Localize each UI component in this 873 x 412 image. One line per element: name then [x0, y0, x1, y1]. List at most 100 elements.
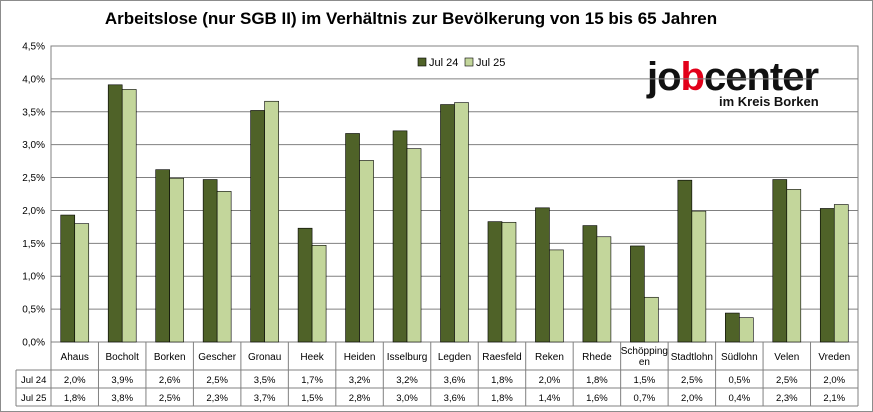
bar-jul-25: [644, 296, 659, 343]
bar-jul-25: [406, 148, 422, 343]
table-value: 3,7%: [254, 393, 276, 404]
category-label: Legden: [438, 352, 471, 363]
category-label: Isselburg: [387, 352, 428, 363]
y-tick-label: 2,5%: [22, 173, 45, 184]
category-label: Raesfeld: [482, 352, 521, 363]
table-value: 2,3%: [776, 393, 798, 404]
table-value: 2,8%: [349, 393, 371, 404]
y-tick-label: 4,0%: [22, 74, 45, 85]
bar-jul-24: [297, 227, 313, 343]
category-label: Stadtlohn: [671, 352, 713, 363]
table-value: 1,6%: [586, 393, 608, 404]
table-value: 2,0%: [64, 375, 86, 386]
table-value: 1,8%: [586, 375, 608, 386]
bar-jul-25: [216, 191, 232, 343]
table-value: 2,5%: [206, 375, 228, 386]
logo-wordmark: jobcenter: [647, 55, 819, 99]
y-tick-label: 1,0%: [22, 272, 45, 283]
category-label: Vreden: [818, 352, 850, 363]
category-label: Heek: [300, 352, 324, 363]
chart-title: Arbeitslose (nur SGB II) im Verhältnis z…: [104, 9, 718, 28]
y-tick-label: 2,0%: [22, 206, 45, 217]
bar-jul-24: [819, 208, 835, 343]
bar-jul-25: [596, 236, 612, 343]
bar-jul-24: [60, 214, 76, 343]
category-label: Gronau: [248, 352, 281, 363]
table-value: 2,5%: [159, 393, 181, 404]
bar-jul-25: [833, 204, 849, 343]
category-label: Velen: [774, 352, 799, 363]
table-value: 3,0%: [396, 393, 418, 404]
bar-jul-24: [535, 207, 550, 343]
table-value: 2,5%: [681, 375, 703, 386]
bar-jul-25: [454, 102, 469, 343]
y-tick-label: 0,0%: [22, 338, 45, 349]
y-tick-label: 4,5%: [22, 42, 45, 53]
category-label: Bocholt: [106, 352, 140, 363]
table-value: 3,2%: [349, 375, 371, 386]
bar-jul-24: [677, 179, 693, 343]
bar-jul-24: [155, 169, 170, 343]
table-value: 2,0%: [539, 375, 561, 386]
table-value: 1,8%: [491, 393, 513, 404]
legend-swatch: [417, 57, 427, 67]
bar-jul-24: [487, 221, 503, 343]
legend-swatch: [464, 57, 474, 67]
table-value: 1,4%: [539, 393, 561, 404]
bar-jul-25: [169, 177, 184, 343]
table-value: 0,4%: [728, 393, 750, 404]
y-tick-label: 3,5%: [22, 107, 45, 118]
jobcenter-logo: jobcenter im Kreis Borken: [647, 55, 847, 111]
table-value: 1,8%: [491, 375, 513, 386]
table-value: 3,5%: [254, 375, 276, 386]
category-label: Heiden: [344, 352, 376, 363]
bar-jul-24: [392, 130, 408, 343]
bar-jul-24: [772, 179, 788, 343]
legend-label: Jul 25: [476, 57, 505, 69]
bar-jul-25: [501, 221, 517, 343]
category-label: Rhede: [582, 352, 612, 363]
bar-jul-25: [264, 100, 279, 343]
logo-subtitle: im Kreis Borken: [719, 94, 819, 109]
bar-jul-24: [582, 225, 598, 343]
bar-jul-24: [202, 179, 218, 343]
table-value: 1,5%: [301, 393, 323, 404]
bar-jul-25: [786, 189, 802, 343]
logo-accent: b: [680, 55, 705, 99]
table-series-label: Jul 25: [21, 393, 46, 404]
table-value: 2,5%: [776, 375, 798, 386]
table-value: 3,9%: [111, 375, 133, 386]
category-label: Südlohn: [721, 352, 758, 363]
bar-jul-25: [549, 249, 564, 343]
bar-jul-24: [440, 104, 455, 343]
bar-jul-24: [345, 133, 360, 343]
legend-label: Jul 24: [429, 57, 458, 69]
table-series-label: Jul 24: [21, 375, 46, 386]
bar-jul-24: [630, 245, 645, 343]
table-value: 2,3%: [206, 393, 228, 404]
bar-jul-24: [725, 312, 740, 343]
category-label: Schöpping en: [621, 346, 668, 368]
table-value: 3,6%: [444, 393, 466, 404]
logo-prefix: jo: [647, 55, 682, 99]
table-value: 2,0%: [681, 393, 703, 404]
bar-jul-25: [74, 223, 90, 343]
bar-jul-24: [107, 84, 123, 343]
bar-jul-25: [311, 245, 327, 343]
bar-jul-25: [739, 317, 754, 343]
y-tick-label: 0,5%: [22, 305, 45, 316]
table-value: 2,1%: [823, 393, 845, 404]
table-value: 2,0%: [823, 375, 845, 386]
bar-jul-25: [359, 160, 374, 343]
table-value: 1,7%: [301, 375, 323, 386]
table-value: 3,6%: [444, 375, 466, 386]
category-label: Gescher: [198, 352, 236, 363]
table-value: 2,6%: [159, 375, 181, 386]
category-label: Ahaus: [61, 352, 89, 363]
bar-jul-24: [250, 110, 265, 343]
table-value: 3,8%: [111, 393, 133, 404]
table-value: 0,5%: [728, 375, 750, 386]
table-value: 3,2%: [396, 375, 418, 386]
category-label: Borken: [154, 352, 186, 363]
